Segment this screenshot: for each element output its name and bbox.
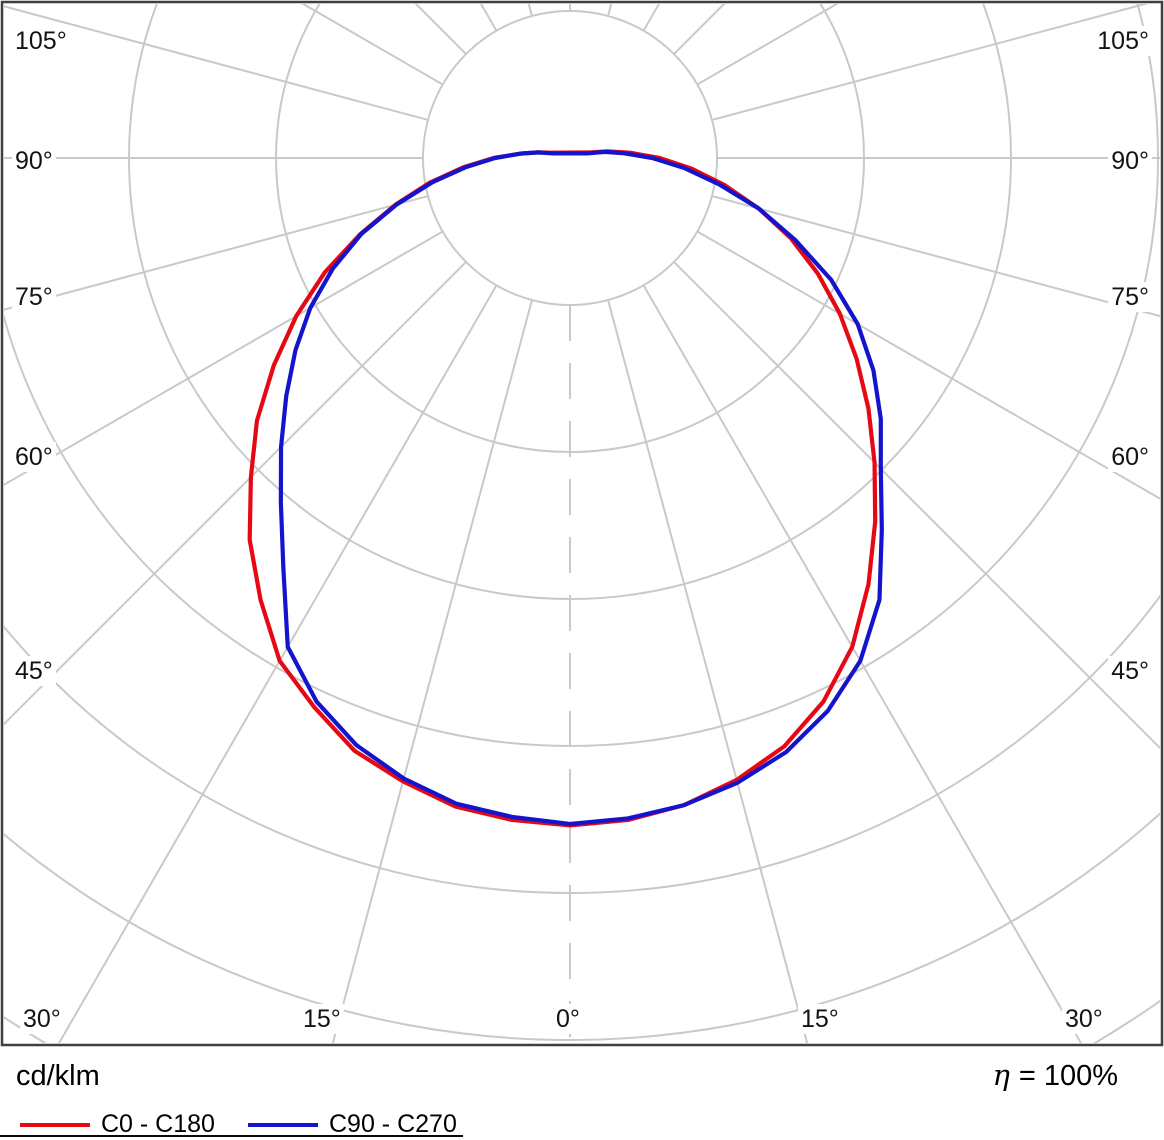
legend-label-c90-c270: C90 - C270 bbox=[329, 1110, 457, 1138]
angle-tick-label: 15° bbox=[798, 1004, 842, 1034]
angle-tick-label: 30° bbox=[1062, 1004, 1106, 1034]
angle-grid-line bbox=[57, 284, 498, 1043]
efficiency-label: η = 100% bbox=[992, 1058, 1118, 1093]
angle-grid-line bbox=[642, 284, 1083, 1043]
angle-tick-label: 0° bbox=[553, 1004, 583, 1034]
angle-tick-label: 105° bbox=[1094, 26, 1152, 56]
angle-grid-line bbox=[4, 230, 444, 486]
legend-underline bbox=[0, 1135, 463, 1137]
intensity-ring bbox=[4, 811, 1160, 1041]
legend-swatch-c0-c180 bbox=[20, 1122, 90, 1127]
legend-swatch-c90-c270 bbox=[248, 1122, 318, 1127]
angle-grid-line bbox=[711, 4, 1149, 121]
angle-tick-label: 60° bbox=[12, 442, 56, 472]
polar-chart bbox=[0, 0, 1164, 1047]
unit-label: cd/klm bbox=[16, 1060, 100, 1092]
angle-grid-line bbox=[673, 4, 726, 55]
intensity-ring bbox=[4, 4, 1159, 747]
eta-value: = 100% bbox=[1018, 1060, 1118, 1092]
angle-grid-line bbox=[642, 4, 661, 32]
angle-tick-label: 30° bbox=[20, 1004, 64, 1034]
angle-tick-label: 45° bbox=[1108, 656, 1152, 686]
angle-tick-label: 90° bbox=[1108, 146, 1152, 176]
curve-c90-c270 bbox=[278, 149, 884, 827]
angle-grid-line bbox=[4, 5, 429, 121]
angle-grid-line bbox=[331, 299, 533, 1043]
plot-frame bbox=[0, 0, 1164, 1047]
eta-symbol: η bbox=[992, 1058, 1010, 1092]
angle-grid-line bbox=[4, 195, 429, 311]
angle-grid-line bbox=[711, 195, 1160, 318]
legend-item-c90-c270: C90 - C270 bbox=[248, 1110, 457, 1139]
angle-tick-label: 90° bbox=[12, 146, 56, 176]
intensity-ring bbox=[4, 594, 1160, 894]
polar-grid bbox=[4, 4, 1160, 1043]
angle-grid-line bbox=[607, 299, 809, 1043]
angle-grid-line bbox=[696, 230, 1160, 500]
intensity-ring bbox=[422, 10, 718, 306]
angle-tick-label: 45° bbox=[12, 656, 56, 686]
angle-tick-label: 75° bbox=[12, 282, 56, 312]
legend-item-c0-c180: C0 - C180 bbox=[20, 1110, 215, 1139]
angle-grid-line bbox=[673, 261, 1160, 750]
angle-tick-label: 105° bbox=[12, 26, 70, 56]
angle-grid-line bbox=[414, 4, 467, 55]
legend-label-c0-c180: C0 - C180 bbox=[101, 1110, 215, 1138]
angle-tick-label: 75° bbox=[1108, 282, 1152, 312]
angle-tick-label: 60° bbox=[1108, 442, 1152, 472]
angle-tick-label: 15° bbox=[300, 1004, 344, 1034]
angle-grid-line bbox=[4, 261, 467, 726]
